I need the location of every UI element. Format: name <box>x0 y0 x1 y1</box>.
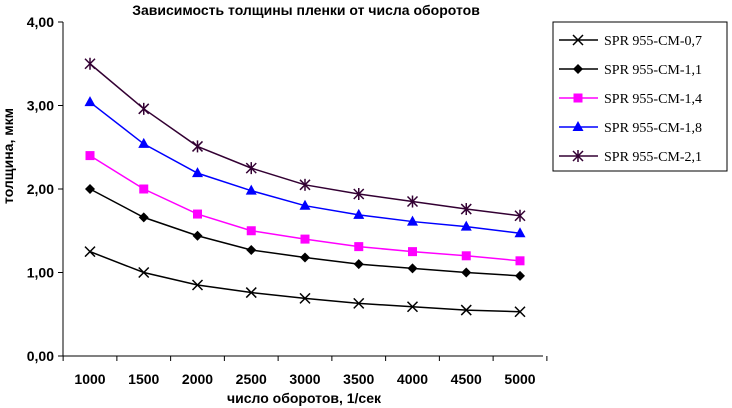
legend-label: SPR 955-CM-2,1 <box>604 150 702 165</box>
data-point <box>353 259 364 270</box>
x-tick-label: 1000 <box>74 371 105 387</box>
series-3 <box>85 151 525 266</box>
data-point <box>191 279 204 291</box>
legend-label: SPR 955-CM-1,1 <box>604 63 702 78</box>
data-point <box>407 215 418 226</box>
data-point <box>353 188 365 201</box>
legend: SPR 955-CM-0,7 SPR 955-CM-1,1 SPR 955-CM-1… <box>552 21 728 172</box>
legend-entry: SPR 955-CM-0,7 <box>559 34 702 49</box>
legend-label: SPR 955-CM-1,4 <box>604 92 702 107</box>
legend-marker <box>572 34 584 46</box>
data-point <box>138 137 150 148</box>
legend-entry: SPR 955-CM-1,1 <box>559 63 702 78</box>
series-1 <box>84 246 526 318</box>
data-point <box>138 212 149 223</box>
y-tick-label: 1,00 <box>27 265 54 281</box>
data-point <box>406 301 419 313</box>
data-point <box>84 246 96 258</box>
data-point <box>515 270 525 281</box>
x-tick-label: 3000 <box>289 371 320 387</box>
data-point <box>84 57 96 70</box>
y-tick-label: 2,00 <box>27 181 54 197</box>
data-point <box>245 184 257 195</box>
data-point <box>192 167 203 178</box>
legend-marker <box>572 150 584 162</box>
series-5 <box>84 57 526 222</box>
y-axis: 0,00 1,00 2,00 3,00 4,00 <box>27 14 64 364</box>
data-point <box>192 230 203 241</box>
data-point <box>300 252 310 263</box>
data-point <box>408 247 417 257</box>
data-point <box>299 292 311 304</box>
x-tick-label: 3500 <box>343 371 374 387</box>
data-point <box>514 209 526 222</box>
data-point <box>84 96 96 107</box>
data-point <box>514 306 526 318</box>
series-layer <box>84 57 526 318</box>
y-tick-label: 0,00 <box>27 348 54 364</box>
y-tick-label: 3,00 <box>27 98 54 114</box>
chart-title: Зависимость толщины пленки от числа обор… <box>132 2 480 18</box>
series-4 <box>84 96 526 238</box>
data-point <box>299 178 311 191</box>
data-point <box>191 140 204 153</box>
data-point <box>138 102 150 115</box>
data-point <box>354 242 364 252</box>
data-point <box>460 220 472 231</box>
data-point <box>353 208 365 219</box>
data-point <box>406 195 419 208</box>
x-tick-label: 1500 <box>128 371 159 387</box>
series-line <box>89 63 521 217</box>
x-tick-label: 2000 <box>182 371 213 387</box>
legend-entry: SPR 955-CM-1,4 <box>559 92 702 107</box>
data-point <box>461 267 472 278</box>
data-point <box>246 244 257 255</box>
y-tick-label: 4,00 <box>27 14 54 30</box>
x-tick-label: 4500 <box>451 371 482 387</box>
data-point <box>193 209 202 219</box>
x-tick-label: 5000 <box>504 371 535 387</box>
legend-entry: SPR 955-CM-2,1 <box>559 150 702 165</box>
legend-marker <box>573 93 583 103</box>
series-line <box>89 101 521 234</box>
legend-marker <box>572 121 584 131</box>
legend-entry: SPR 955-CM-1,8 <box>559 121 702 136</box>
legend-marker <box>573 64 583 74</box>
data-point <box>514 227 526 238</box>
data-point <box>353 297 365 309</box>
data-point <box>299 199 311 210</box>
data-point <box>246 226 256 236</box>
data-point <box>460 203 472 216</box>
series-2 <box>85 184 525 281</box>
y-axis-label: толщина, мкм <box>0 108 16 204</box>
data-point <box>300 234 310 244</box>
data-point <box>85 184 95 194</box>
data-point <box>245 162 257 175</box>
data-point <box>460 304 472 316</box>
data-point <box>515 256 525 266</box>
legend-label: SPR 955-CM-1,8 <box>604 121 702 136</box>
x-axis: 1000 1500 2000 2500 3000 3500 4000 4500 5000 <box>62 355 548 387</box>
data-point <box>138 266 150 279</box>
x-axis-label: число оборотов, 1/сек <box>227 390 382 406</box>
legend-label: SPR 955-CM-0,7 <box>604 34 702 49</box>
data-point <box>245 287 257 299</box>
data-point <box>85 151 95 161</box>
x-tick-label: 2500 <box>236 371 267 387</box>
data-point <box>461 251 471 261</box>
data-point <box>139 184 149 194</box>
x-tick-label: 4000 <box>397 371 428 387</box>
data-point <box>407 263 418 274</box>
